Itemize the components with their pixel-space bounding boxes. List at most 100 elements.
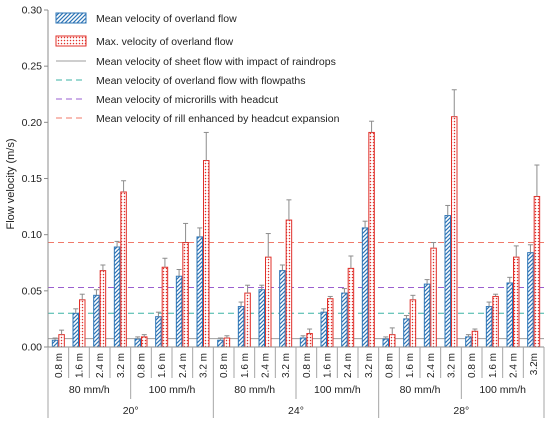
slope-label: 20° bbox=[123, 405, 139, 417]
x-tick-label: 2.4 m bbox=[95, 353, 106, 378]
bar-max bbox=[99, 270, 107, 348]
bar-max bbox=[409, 299, 417, 348]
bar-mean bbox=[382, 338, 389, 348]
reference-lines bbox=[48, 242, 544, 340]
bar-mean bbox=[175, 275, 183, 348]
bar-max bbox=[451, 116, 458, 348]
y-axis-label: Flow velocity (m/s) bbox=[5, 138, 17, 229]
x-tick-label: 1.6 m bbox=[405, 353, 416, 378]
x-tick-label: 3.2 m bbox=[364, 353, 375, 378]
legend-swatch-mean bbox=[55, 12, 87, 24]
x-tick-label: 3.2 m bbox=[281, 353, 292, 378]
legend-swatch-max bbox=[55, 35, 87, 47]
bar-mean bbox=[341, 292, 348, 348]
x-tick-label: 0.8 m bbox=[137, 353, 148, 378]
x-tick-label: 1.6 m bbox=[488, 353, 499, 378]
bar-max bbox=[141, 336, 148, 348]
x-tick-label: 1.6 m bbox=[240, 353, 251, 378]
bar-mean bbox=[465, 336, 472, 348]
y-tick-label: 0.20 bbox=[22, 117, 43, 129]
bar-mean bbox=[258, 289, 265, 348]
bar-mean bbox=[279, 270, 286, 348]
bar-max bbox=[265, 256, 272, 348]
bar-mean bbox=[423, 283, 431, 348]
y-tick-label: 0.00 bbox=[22, 342, 43, 354]
x-tick-label: 2.4 m bbox=[178, 353, 189, 378]
x-tick-label: 0.8 m bbox=[219, 353, 230, 378]
bar-mean bbox=[113, 246, 121, 348]
bar-max bbox=[533, 195, 541, 348]
y-tick-label: 0.10 bbox=[22, 229, 43, 241]
bar-max bbox=[347, 267, 355, 348]
legend-label: Mean velocity of sheet flow with impact … bbox=[96, 56, 336, 68]
legend-label: Mean velocity of overland flow bbox=[96, 13, 237, 25]
bar-max bbox=[368, 131, 375, 348]
bars bbox=[51, 89, 541, 348]
y-tick-label: 0.25 bbox=[22, 61, 43, 73]
y-tick-label: 0.15 bbox=[22, 173, 43, 185]
bar-mean bbox=[527, 252, 534, 348]
x-tick-label: 2.4 m bbox=[261, 353, 272, 378]
bar-mean bbox=[299, 337, 307, 348]
bar-max bbox=[389, 334, 396, 348]
x-tick-label: 3.2m bbox=[529, 353, 540, 375]
intensity-label: 80 mm/h bbox=[234, 384, 275, 396]
x-tick-label: 3.2 m bbox=[447, 353, 458, 378]
bar-mean bbox=[155, 316, 162, 348]
x-tick-label: 1.6 m bbox=[157, 353, 168, 378]
x-tick-label: 1.6 m bbox=[75, 353, 86, 378]
bar-mean bbox=[361, 227, 369, 348]
axes: 0.00 0.05 0.10 0.15 0.20 0.25 0.30 0.8 m 1.6 m 2.… bbox=[22, 5, 545, 418]
bar-mean bbox=[237, 306, 245, 348]
bar-max bbox=[182, 242, 189, 348]
bar-max bbox=[203, 160, 210, 348]
bar-max bbox=[430, 247, 437, 348]
bar-max bbox=[471, 330, 479, 348]
x-tick-label: 2.4 m bbox=[343, 353, 354, 378]
bar-mean bbox=[134, 338, 141, 348]
intensity-label: 100 mm/h bbox=[314, 384, 361, 396]
legend-label: Mean velocity of microrills with headcut bbox=[96, 94, 278, 106]
x-tick-label: 0.8 m bbox=[54, 353, 65, 378]
slope-label: 28° bbox=[453, 405, 469, 417]
x-tick-label: 1.6 m bbox=[323, 353, 334, 378]
bar-mean bbox=[217, 339, 224, 348]
x-tick-label: 2.4 m bbox=[509, 353, 520, 378]
legend-label: Max. velocity of overland flow bbox=[96, 36, 234, 48]
legend: Mean velocity of overland flow Max. veloc… bbox=[55, 12, 340, 125]
bar-max bbox=[327, 298, 334, 348]
bar-max bbox=[285, 219, 293, 348]
bar-mean bbox=[403, 318, 410, 348]
bar-mean bbox=[51, 339, 59, 348]
bar-mean bbox=[196, 236, 203, 348]
x-tick-label: 0.8 m bbox=[302, 353, 313, 378]
intensity-label: 100 mm/h bbox=[479, 384, 526, 396]
y-tick-label: 0.30 bbox=[22, 5, 43, 17]
bar-mean bbox=[72, 312, 79, 348]
intensity-label: 100 mm/h bbox=[149, 384, 196, 396]
x-tick-label: 0.8 m bbox=[467, 353, 478, 378]
x-tick-label: 0.8 m bbox=[385, 353, 396, 378]
bar-mean bbox=[93, 294, 100, 348]
legend-label: Mean velocity of overland flow with flow… bbox=[96, 75, 306, 87]
bar-max bbox=[223, 337, 231, 348]
bar-mean bbox=[444, 215, 451, 348]
bar-mean bbox=[320, 311, 327, 348]
intensity-label: 80 mm/h bbox=[400, 384, 441, 396]
bar-max bbox=[513, 256, 520, 348]
bar-max bbox=[161, 266, 169, 348]
intensity-label: 80 mm/h bbox=[69, 384, 110, 396]
bar-max bbox=[79, 299, 86, 348]
x-tick-label: 3.2 m bbox=[116, 353, 127, 378]
bar-max bbox=[58, 334, 65, 348]
legend-label: Mean velocity of rill enhanced by headcu… bbox=[96, 113, 340, 125]
y-tick-label: 0.05 bbox=[22, 285, 43, 297]
bar-max bbox=[306, 333, 313, 348]
bar-mean bbox=[485, 306, 493, 348]
bar-max bbox=[120, 191, 127, 348]
slope-label: 24° bbox=[288, 405, 304, 417]
x-tick-label: 3.2 m bbox=[199, 353, 210, 378]
bar-mean bbox=[506, 282, 513, 348]
bar-max bbox=[244, 292, 251, 348]
